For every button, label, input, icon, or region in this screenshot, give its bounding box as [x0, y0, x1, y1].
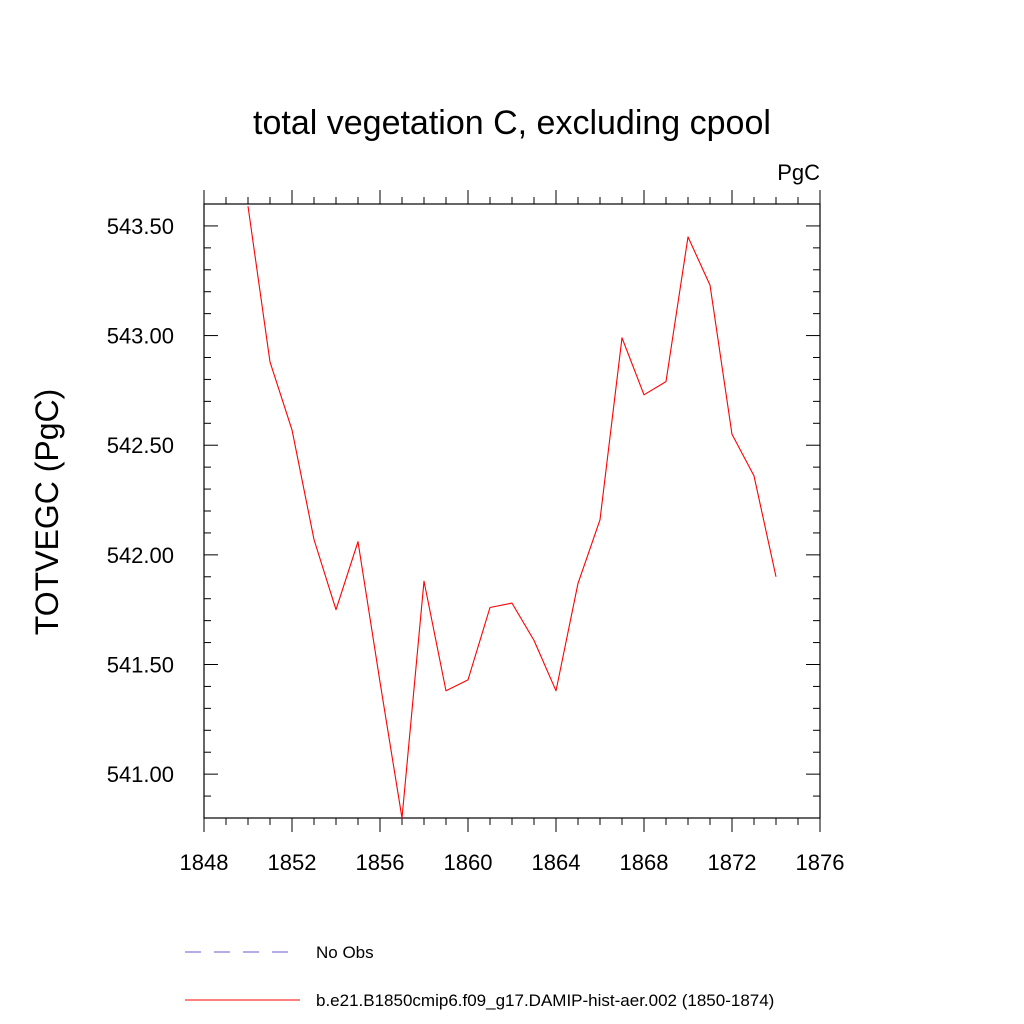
legend-label-series: b.e21.B1850cmip6.f09_g17.DAMIP-hist-aer.… — [316, 991, 774, 1010]
x-tick-label: 1868 — [620, 850, 669, 875]
x-tick-label: 1872 — [708, 850, 757, 875]
legend: No Obs b.e21.B1850cmip6.f09_g17.DAMIP-hi… — [185, 943, 774, 1010]
x-tick-label: 1852 — [268, 850, 317, 875]
y-tick-label: 543.50 — [107, 214, 174, 239]
y-axis-label: TOTVEGC (PgC) — [29, 389, 65, 636]
x-tick-label: 1856 — [356, 850, 405, 875]
plot-frame — [203, 203, 821, 819]
x-tick-label: 1864 — [532, 850, 581, 875]
series-layer — [247, 206, 777, 819]
series-line-0 — [247, 206, 777, 819]
y-tick-label: 542.50 — [107, 433, 174, 458]
y-tick-label: 541.00 — [107, 762, 174, 787]
chart-title: total vegetation C, excluding cpool — [253, 104, 771, 142]
x-tick-label: 1848 — [180, 850, 229, 875]
legend-label-no-obs: No Obs — [316, 943, 374, 962]
x-tick-label: 1860 — [444, 850, 493, 875]
y-tick-label: 543.00 — [107, 324, 174, 349]
y-axis: 541.00 541.50 542.00 542.50 543.00 543.50 — [107, 203, 820, 819]
x-tick-label: 1876 — [796, 850, 845, 875]
y-tick-label: 542.00 — [107, 543, 174, 568]
units-label: PgC — [777, 160, 820, 185]
y-tick-label: 541.50 — [107, 653, 174, 678]
x-axis: 1848 1852 1856 1860 1864 1868 1872 1876 — [180, 190, 845, 875]
